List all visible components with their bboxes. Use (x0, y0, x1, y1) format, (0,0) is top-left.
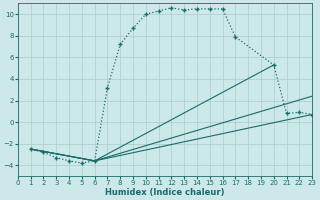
X-axis label: Humidex (Indice chaleur): Humidex (Indice chaleur) (105, 188, 225, 197)
